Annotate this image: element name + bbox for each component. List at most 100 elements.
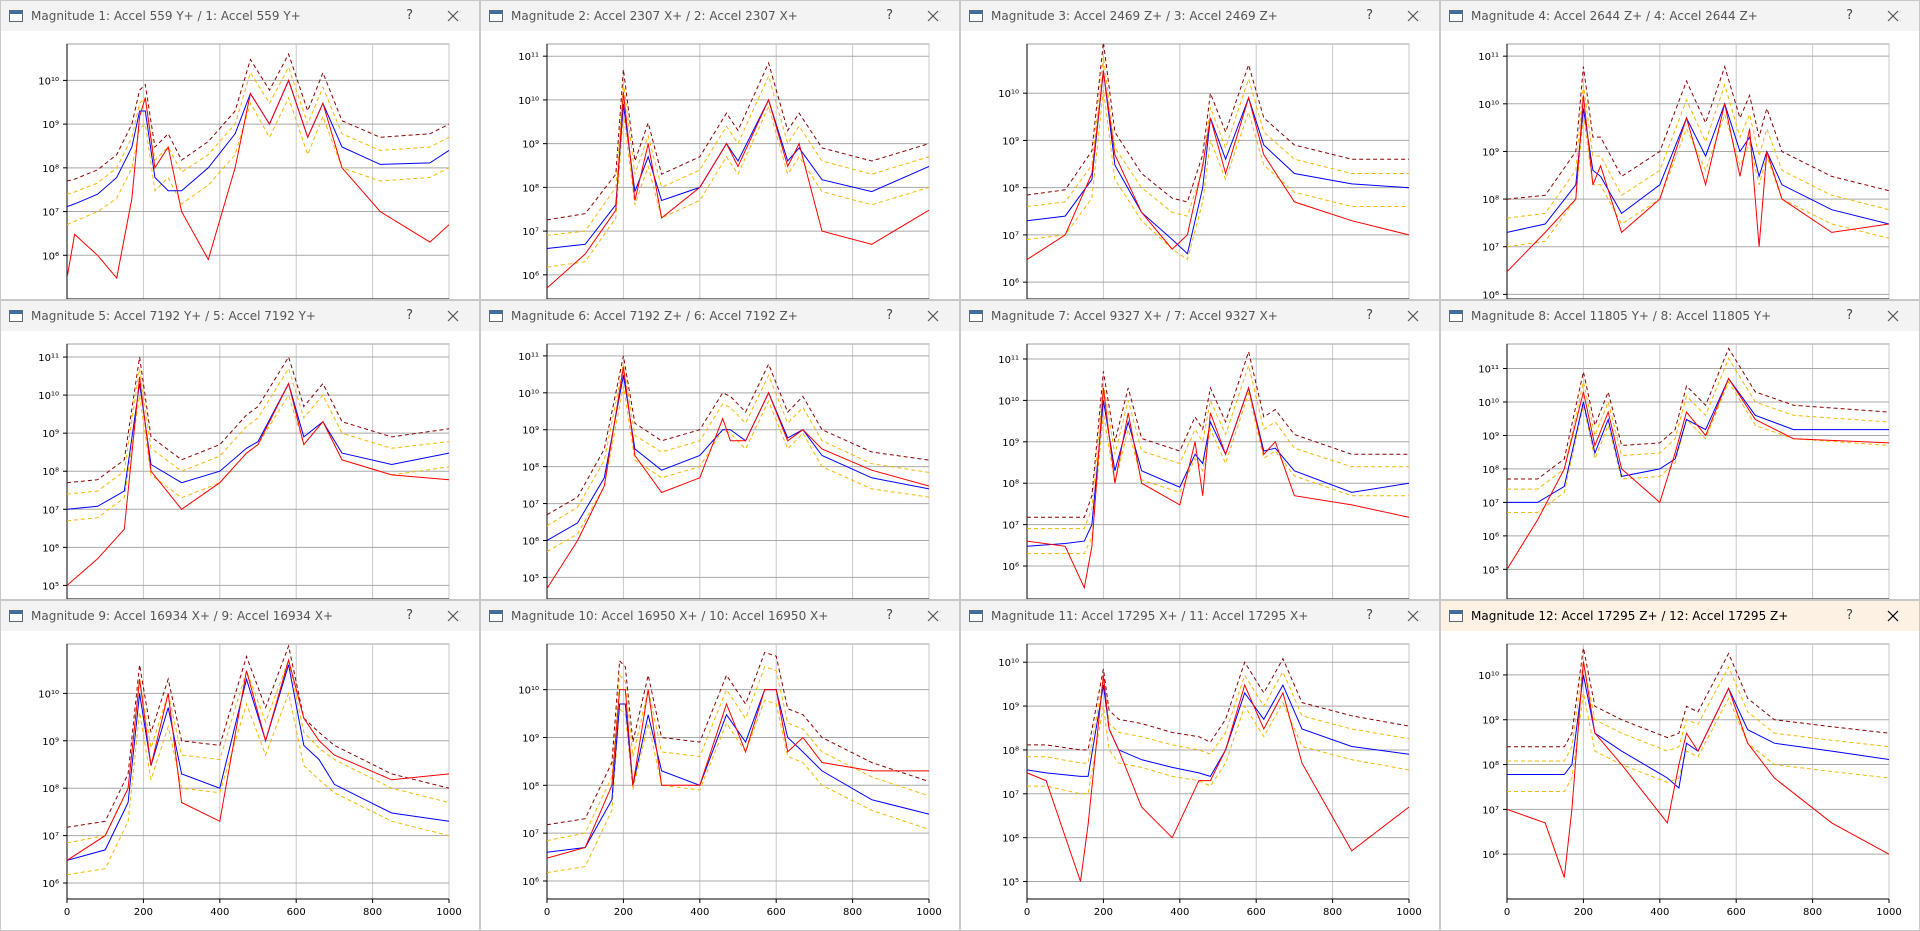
chart-window[interactable]: Magnitude 5: Accel 7192 Y+ / 5: Accel 71… [0,300,480,600]
title-bar: Magnitude 8: Accel 11805 Y+ / 8: Accel 1… [1441,301,1919,331]
y-tick-label: 10⁸ [1002,746,1019,757]
series-group [547,651,929,874]
y-tick-label: 10¹¹ [1478,52,1499,63]
close-button[interactable] [1407,10,1419,22]
window-icon [489,610,503,622]
icon-band [970,311,982,314]
help-button[interactable]: ? [886,308,893,323]
series-line [547,366,929,589]
icon-frame [1449,10,1463,22]
help-button[interactable]: ? [886,608,893,623]
title-bar: Magnitude 10: Accel 16950 X+ / 10: Accel… [481,601,959,631]
window-icon [969,310,983,322]
window-icon [9,610,23,622]
close-button[interactable] [927,610,939,622]
y-tick-label: 10⁹ [1482,431,1499,442]
help-button[interactable]: ? [1366,8,1373,23]
x-tick-label: 200 [614,907,633,918]
chart: 10⁶ 10⁷ 10⁸ 10⁹ 10¹⁰ [38,43,450,299]
help-button[interactable]: ? [886,8,893,23]
chart-window[interactable]: Magnitude 2: Accel 2307 X+ / 2: Accel 23… [480,0,960,300]
x-tick-label: 200 [1094,907,1113,918]
title-bar: Magnitude 3: Accel 2469 Z+ / 3: Accel 24… [961,1,1439,31]
close-button[interactable] [1887,10,1899,22]
icon-frame [969,310,983,322]
series-line [67,79,449,280]
window-title: Magnitude 7: Accel 9327 X+ / 7: Accel 93… [991,309,1278,323]
series-line [547,364,929,527]
window-icon [9,10,23,22]
plot-area [66,643,450,900]
y-tick-label: 10⁶ [42,251,59,262]
title-bar: Magnitude 2: Accel 2307 X+ / 2: Accel 23… [481,1,959,31]
chart: 10⁵ 10⁶ 10⁷ 10⁸ 10⁹ 10¹⁰ 10¹¹ [38,343,450,599]
series-group [67,355,449,586]
close-button[interactable] [1407,610,1419,622]
y-tick-label: 10¹⁰ [518,96,539,107]
close-button[interactable] [447,310,459,322]
help-button[interactable]: ? [1366,308,1373,323]
icon-band [970,11,982,14]
window-icon [969,610,983,622]
series-line [547,61,929,221]
chart-window[interactable]: Magnitude 11: Accel 17295 X+ / 11: Accel… [960,600,1440,931]
help-button[interactable]: ? [1846,308,1853,323]
y-tick-label: 10⁵ [1482,565,1499,576]
help-button[interactable]: ? [1846,8,1853,23]
x-tick-label: 800 [363,907,382,918]
chart-window[interactable]: Magnitude 10: Accel 16950 X+ / 10: Accel… [480,600,960,931]
icon-frame [9,610,23,622]
y-tick-label: 10⁹ [42,737,59,748]
window-title: Magnitude 1: Accel 559 Y+ / 1: Accel 559… [31,9,301,23]
y-tick-label: 10¹⁰ [38,689,59,700]
close-button[interactable] [447,610,459,622]
chart-window[interactable]: Magnitude 8: Accel 11805 Y+ / 8: Accel 1… [1440,300,1920,600]
y-tick-label: 10⁶ [42,879,59,890]
close-x [927,610,939,622]
close-button[interactable] [1887,310,1899,322]
help-button[interactable]: ? [406,308,413,323]
help-button[interactable]: ? [1366,608,1373,623]
x-tick-label: 1000 [916,907,941,918]
close-x [447,610,459,622]
help-button[interactable]: ? [1846,608,1853,623]
series-line [67,376,449,586]
chart-window[interactable]: Magnitude 3: Accel 2469 Z+ / 3: Accel 24… [960,0,1440,300]
help-button[interactable]: ? [406,608,413,623]
x-tick-label: 600 [1727,907,1746,918]
close-x [1887,10,1899,22]
y-tick-label: 10¹⁰ [1478,671,1499,682]
y-tick-label: 10¹⁰ [998,658,1019,669]
window-title: Magnitude 2: Accel 2307 X+ / 2: Accel 23… [511,9,798,23]
help-button[interactable]: ? [406,8,413,23]
title-bar: Magnitude 5: Accel 7192 Y+ / 5: Accel 71… [1,301,479,331]
chart-window[interactable]: Magnitude 6: Accel 7192 Z+ / 6: Accel 71… [480,300,960,600]
y-tick-label: 10¹¹ [518,52,539,63]
close-x [1407,610,1419,622]
close-button[interactable] [927,10,939,22]
plot-area [546,343,930,599]
chart-window[interactable]: Magnitude 1: Accel 559 Y+ / 1: Accel 559… [0,0,480,300]
icon-band [1450,311,1462,314]
x-tick-label: 200 [1574,907,1593,918]
chart-window[interactable]: Magnitude 7: Accel 9327 X+ / 7: Accel 93… [960,300,1440,600]
series-line [1507,65,1889,200]
close-button[interactable] [927,310,939,322]
chart-window[interactable]: Magnitude 9: Accel 16934 X+ / 9: Accel 1… [0,600,480,931]
plot-area [1026,43,1410,299]
series-line [1507,347,1889,480]
y-tick-label: 10¹⁰ [1478,100,1499,111]
window-title: Magnitude 9: Accel 16934 X+ / 9: Accel 1… [31,609,334,623]
plot-area [66,43,450,299]
icon-frame [969,10,983,22]
chart: 0 200 400 600 800 1000 10⁵ 10⁶ 10⁷ 10⁸ 10⁹ 10¹⁰ [998,643,1422,918]
y-tick-label: 10⁸ [1482,195,1499,206]
close-button[interactable] [1407,310,1419,322]
close-button[interactable] [1887,610,1899,622]
window-title: Magnitude 10: Accel 16950 X+ / 10: Accel… [511,609,829,623]
window-icon [489,10,503,22]
series-line [547,355,929,516]
chart-window[interactable]: Magnitude 12: Accel 17295 Z+ / 12: Accel… [1440,600,1920,931]
close-button[interactable] [447,10,459,22]
chart-window[interactable]: Magnitude 4: Accel 2644 Z+ / 4: Accel 26… [1440,0,1920,300]
